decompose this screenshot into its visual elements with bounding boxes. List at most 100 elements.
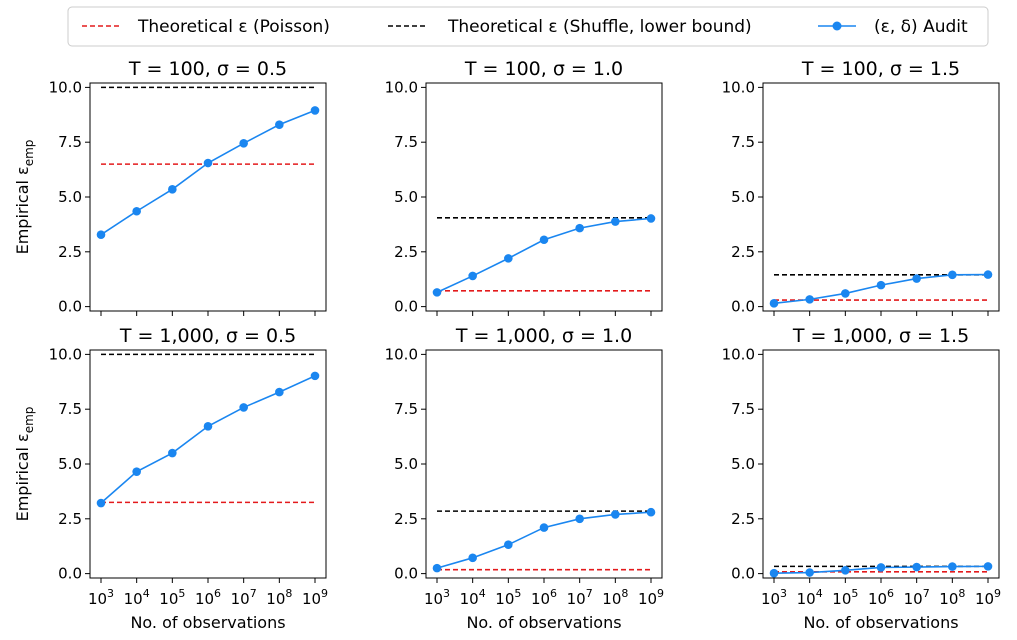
- audit-point: [504, 254, 513, 263]
- audit-point: [539, 523, 549, 532]
- x-axis-label: No. of observations: [130, 613, 285, 632]
- y-tick-label: 10.0: [385, 78, 418, 96]
- audit-point: [876, 280, 886, 290]
- audit-point: [203, 158, 213, 168]
- audit-point: [132, 467, 141, 476]
- legend-audit-label: (ε, δ) Audit: [874, 17, 968, 37]
- subplot-title: T = 1,000, σ = 0.5: [119, 325, 296, 347]
- audit-point: [275, 120, 284, 129]
- audit-point: [432, 563, 442, 573]
- audit-point: [948, 562, 957, 571]
- subplot-grid: T = 100, σ = 0.5 0.0 2.5 5.0 7.5 10.0 Empirica…: [13, 58, 1001, 632]
- y-tick-label: 10.0: [722, 345, 755, 363]
- legend-shuffle-label: Theoretical ε (Shuffle, lower bound): [447, 17, 752, 37]
- x-tick-label: 109: [302, 587, 328, 608]
- audit-series-line: [100, 375, 316, 504]
- audit-point: [468, 271, 477, 281]
- y-tick-label: 5.0: [58, 455, 82, 473]
- x-tick-label: 107: [231, 587, 257, 608]
- y-tick-label: 10.0: [722, 78, 755, 96]
- y-tick-label: 5.0: [58, 188, 82, 206]
- x-tick-label: 109: [975, 587, 1001, 608]
- subplot-6: T = 1,000, σ = 1.5 0.0 2.5 5.0 7.5 10.0 103 104…: [722, 325, 1001, 632]
- subplot-title: T = 100, σ = 0.5: [128, 58, 287, 80]
- y-tick-label: 5.0: [731, 188, 755, 206]
- audit-point: [96, 498, 106, 508]
- audit-series-line: [436, 217, 652, 294]
- plot-area-frame: [89, 82, 327, 312]
- audit-point: [468, 553, 477, 563]
- legend-audit-marker: [832, 21, 842, 31]
- x-tick-label: 104: [797, 587, 823, 608]
- x-tick-label: 103: [761, 587, 787, 608]
- y-tick-label: 2.5: [58, 243, 82, 261]
- x-axis-label: No. of observations: [466, 613, 621, 632]
- x-tick-label: 106: [195, 587, 221, 608]
- plot-area-frame: [425, 349, 663, 579]
- y-axis-label: Empirical εemp: [13, 140, 36, 255]
- x-tick-label: 103: [424, 587, 450, 608]
- audit-point: [275, 387, 284, 397]
- subplot-1: T = 100, σ = 0.5 0.0 2.5 5.0 7.5 10.0 Empirica…: [13, 58, 327, 316]
- audit-point: [168, 185, 177, 194]
- y-tick-label: 0.0: [58, 565, 82, 583]
- x-tick-label: 105: [832, 587, 858, 608]
- audit-point: [239, 138, 248, 148]
- y-tick-label: 7.5: [731, 400, 755, 418]
- y-tick-label: 5.0: [394, 455, 418, 473]
- audit-point: [805, 568, 814, 577]
- legend-poisson-label: Theoretical ε (Poisson): [137, 17, 330, 37]
- audit-point: [168, 448, 177, 458]
- audit-series-line: [100, 109, 316, 236]
- audit-point: [912, 274, 921, 283]
- x-tick-label: 108: [266, 587, 292, 608]
- audit-point: [841, 289, 850, 298]
- audit-point: [769, 568, 779, 578]
- audit-point: [96, 230, 106, 240]
- x-tick-label: 103: [88, 587, 114, 608]
- audit-point: [611, 510, 620, 519]
- subplot-title: T = 100, σ = 1.0: [464, 58, 623, 80]
- subplot-title: T = 100, σ = 1.5: [801, 58, 960, 80]
- y-axis-label: Empirical εemp: [13, 407, 36, 522]
- audit-point: [646, 507, 656, 517]
- x-tick-label: 106: [531, 587, 557, 608]
- y-tick-label: 0.0: [394, 298, 418, 316]
- x-tick-label: 105: [495, 587, 521, 608]
- audit-point: [611, 217, 620, 226]
- legend: Theoretical ε (Poisson) Theoretical ε (S…: [67, 6, 989, 47]
- y-tick-label: 10.0: [385, 345, 418, 363]
- y-tick-label: 0.0: [58, 298, 82, 316]
- audit-point: [203, 421, 213, 431]
- audit-point: [132, 206, 141, 216]
- y-tick-label: 5.0: [394, 188, 418, 206]
- x-tick-label: 106: [868, 587, 894, 608]
- subplot-title: T = 1,000, σ = 1.5: [792, 325, 969, 347]
- y-tick-label: 0.0: [394, 565, 418, 583]
- y-tick-label: 0.0: [731, 298, 755, 316]
- x-tick-label: 104: [124, 587, 150, 608]
- audit-point: [575, 223, 584, 233]
- audit-point: [239, 403, 248, 412]
- x-tick-label: 109: [638, 587, 664, 608]
- y-tick-label: 7.5: [731, 133, 755, 151]
- subplot-title: T = 1,000, σ = 1.0: [455, 325, 632, 347]
- subplot-2: T = 100, σ = 1.0 0.0 2.5 5.0 7.5 10.0: [385, 58, 663, 316]
- audit-point: [876, 563, 886, 572]
- y-tick-label: 10.0: [49, 78, 82, 96]
- audit-point: [539, 235, 549, 245]
- y-tick-label: 5.0: [731, 455, 755, 473]
- x-tick-label: 107: [904, 587, 930, 608]
- audit-point: [504, 540, 513, 549]
- y-tick-label: 2.5: [731, 243, 755, 261]
- y-tick-label: 2.5: [394, 243, 418, 261]
- x-tick-label: 108: [602, 587, 628, 608]
- audit-point: [310, 106, 320, 115]
- audit-point: [983, 270, 993, 279]
- x-tick-label: 104: [460, 587, 486, 608]
- audit-point: [841, 566, 850, 575]
- subplot-3: T = 100, σ = 1.5 0.0 2.5 5.0 7.5 10.0: [722, 58, 1000, 316]
- plot-area-frame: [762, 82, 1000, 312]
- audit-point: [948, 270, 957, 280]
